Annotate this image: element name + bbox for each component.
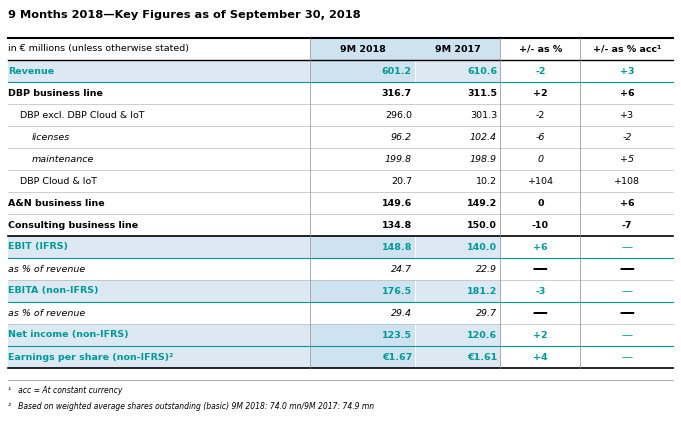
Text: as % of revenue: as % of revenue — [8, 308, 85, 318]
Text: —: — — [622, 352, 633, 362]
Text: -6: -6 — [536, 133, 545, 142]
Bar — [311, 346, 415, 368]
Text: -2: -2 — [622, 133, 632, 142]
Bar — [8, 280, 310, 302]
Text: —: — — [620, 261, 635, 276]
Text: 9M 2018: 9M 2018 — [340, 44, 386, 54]
Text: Revenue: Revenue — [8, 67, 54, 76]
Text: +104: +104 — [528, 177, 554, 185]
Text: maintenance: maintenance — [32, 155, 95, 163]
Text: -10: -10 — [532, 220, 549, 229]
Bar — [8, 60, 310, 82]
Bar — [416, 236, 500, 258]
Text: 102.4: 102.4 — [470, 133, 497, 142]
Text: 601.2: 601.2 — [382, 67, 412, 76]
Text: 150.0: 150.0 — [467, 220, 497, 229]
Text: 140.0: 140.0 — [467, 242, 497, 251]
Text: €1.61: €1.61 — [466, 353, 497, 362]
Text: -3: -3 — [535, 286, 545, 295]
Text: —: — — [533, 261, 548, 276]
Text: 9 Months 2018—Key Figures as of September 30, 2018: 9 Months 2018—Key Figures as of Septembe… — [8, 10, 361, 20]
Text: +6: +6 — [533, 242, 548, 251]
Bar — [416, 324, 500, 346]
Text: EBITA (non-IFRS): EBITA (non-IFRS) — [8, 286, 99, 295]
Text: +5: +5 — [620, 155, 634, 163]
Text: ²   Based on weighted average shares outstanding (basic) 9M 2018: 74.0 mn/9M 201: ² Based on weighted average shares outst… — [8, 402, 374, 411]
Text: DBP Cloud & IoT: DBP Cloud & IoT — [20, 177, 97, 185]
Text: Consulting business line: Consulting business line — [8, 220, 138, 229]
Text: EBIT (IFRS): EBIT (IFRS) — [8, 242, 68, 251]
Text: A&N business line: A&N business line — [8, 198, 105, 207]
Text: 301.3: 301.3 — [470, 111, 497, 120]
Text: Net income (non-IFRS): Net income (non-IFRS) — [8, 330, 129, 340]
Text: 123.5: 123.5 — [382, 330, 412, 340]
Text: 29.4: 29.4 — [391, 308, 412, 318]
Text: +6: +6 — [620, 198, 634, 207]
Text: 311.5: 311.5 — [467, 89, 497, 98]
Text: 0: 0 — [537, 198, 543, 207]
Text: Earnings per share (non-IFRS)²: Earnings per share (non-IFRS)² — [8, 353, 173, 362]
Text: -2: -2 — [535, 67, 545, 76]
Bar — [311, 280, 415, 302]
Bar — [8, 236, 310, 258]
Bar — [311, 60, 415, 82]
Text: 10.2: 10.2 — [476, 177, 497, 185]
Text: 149.2: 149.2 — [466, 198, 497, 207]
Text: —: — — [622, 330, 633, 340]
Text: 9M 2017: 9M 2017 — [435, 44, 481, 54]
Text: +2: +2 — [533, 330, 548, 340]
Text: +/- as % acc¹: +/- as % acc¹ — [593, 44, 661, 54]
Text: +6: +6 — [620, 89, 634, 98]
Text: 20.7: 20.7 — [391, 177, 412, 185]
Text: -2: -2 — [536, 111, 545, 120]
Text: 0: 0 — [537, 155, 543, 163]
Text: 148.8: 148.8 — [381, 242, 412, 251]
Text: DBP business line: DBP business line — [8, 89, 103, 98]
Text: —: — — [622, 242, 633, 252]
Bar — [8, 346, 310, 368]
Bar — [416, 346, 500, 368]
Text: ¹   acc = At constant currency: ¹ acc = At constant currency — [8, 386, 123, 395]
Text: 22.9: 22.9 — [476, 264, 497, 273]
Text: 296.0: 296.0 — [385, 111, 412, 120]
Text: 198.9: 198.9 — [470, 155, 497, 163]
Bar — [311, 38, 500, 60]
Bar — [416, 280, 500, 302]
Text: €1.67: €1.67 — [382, 353, 412, 362]
Text: licenses: licenses — [32, 133, 70, 142]
Text: +/- as %: +/- as % — [519, 44, 562, 54]
Text: DBP excl. DBP Cloud & IoT: DBP excl. DBP Cloud & IoT — [20, 111, 144, 120]
Text: 610.6: 610.6 — [467, 67, 497, 76]
Text: 176.5: 176.5 — [382, 286, 412, 295]
Text: 149.6: 149.6 — [382, 198, 412, 207]
Text: 96.2: 96.2 — [391, 133, 412, 142]
Text: 199.8: 199.8 — [385, 155, 412, 163]
Bar — [8, 324, 310, 346]
Text: +3: +3 — [620, 111, 634, 120]
Bar — [311, 236, 415, 258]
Text: —: — — [620, 305, 635, 321]
Text: as % of revenue: as % of revenue — [8, 264, 85, 273]
Text: 120.6: 120.6 — [467, 330, 497, 340]
Text: in € millions (unless otherwise stated): in € millions (unless otherwise stated) — [8, 44, 189, 54]
Text: 316.7: 316.7 — [382, 89, 412, 98]
Text: -7: -7 — [622, 220, 632, 229]
Text: —: — — [533, 305, 548, 321]
Text: 134.8: 134.8 — [382, 220, 412, 229]
Text: +4: +4 — [533, 353, 548, 362]
Text: +2: +2 — [533, 89, 548, 98]
Text: —: — — [622, 286, 633, 296]
Bar — [416, 60, 500, 82]
Text: +108: +108 — [614, 177, 640, 185]
Bar — [311, 324, 415, 346]
Text: 24.7: 24.7 — [391, 264, 412, 273]
Text: +3: +3 — [620, 67, 634, 76]
Text: 181.2: 181.2 — [466, 286, 497, 295]
Text: 29.7: 29.7 — [476, 308, 497, 318]
